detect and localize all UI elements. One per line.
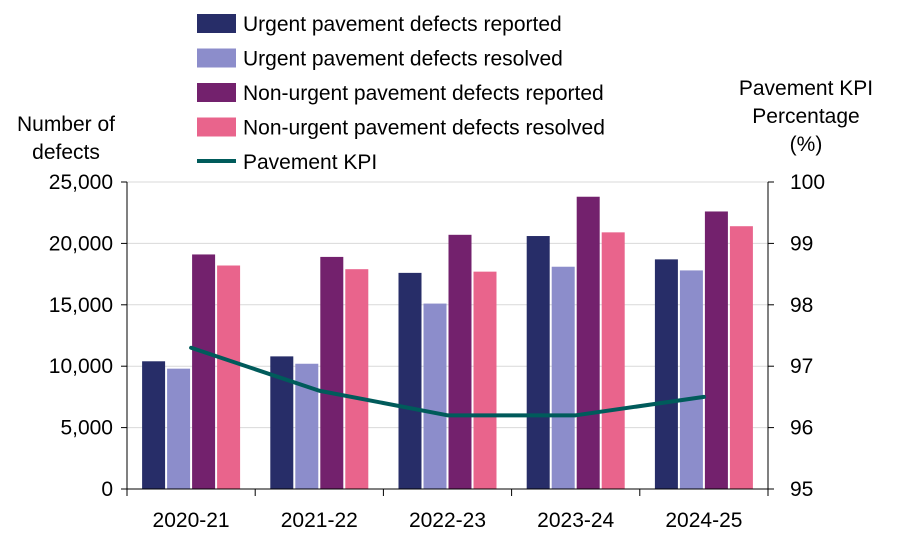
bar xyxy=(576,196,600,489)
kpi-line xyxy=(189,345,706,418)
y-tick-label: 15,000 xyxy=(49,294,113,317)
x-tick-label: 2022-23 xyxy=(409,509,486,532)
kpi-line-layer xyxy=(189,345,706,418)
bar xyxy=(473,271,497,489)
x-tick-label: 2021-22 xyxy=(281,509,358,532)
y2-axis-title-line: Percentage xyxy=(752,105,859,128)
legend-label: Urgent pavement defects resolved xyxy=(243,48,563,71)
legend-label: Non-urgent pavement defects reported xyxy=(243,82,604,105)
y2-tick-label: 95 xyxy=(790,478,813,501)
bar xyxy=(526,236,550,489)
legend-swatch xyxy=(197,117,236,137)
y2-tick-label: 99 xyxy=(790,232,813,255)
bar xyxy=(551,266,575,489)
y-tick-label: 25,000 xyxy=(49,171,113,194)
y2-axis-title-line: Pavement KPI xyxy=(739,77,873,100)
axes xyxy=(121,181,774,496)
bars xyxy=(142,196,753,490)
y2-tick-label: 97 xyxy=(790,355,813,378)
axis-labels: 0 5,000 10,000 15,000 20,000 25,000 95 96 97 98 99… xyxy=(17,77,873,532)
y-tick-label: 5,000 xyxy=(60,417,113,440)
bar xyxy=(654,259,678,489)
bar xyxy=(448,234,472,489)
bar xyxy=(345,269,369,489)
legend-swatch xyxy=(197,48,236,68)
bar xyxy=(295,363,319,489)
bar xyxy=(142,361,166,489)
bar xyxy=(679,270,703,489)
y-tick-label: 10,000 xyxy=(49,355,113,378)
x-tick-label: 2024-25 xyxy=(665,509,742,532)
legend-label: Non-urgent pavement defects resolved xyxy=(243,117,605,140)
y-axis-title-line: Number of xyxy=(17,113,115,136)
y-tick-label: 20,000 xyxy=(49,232,113,255)
legend-label: Urgent pavement defects reported xyxy=(243,13,562,36)
bar xyxy=(192,254,216,489)
y-tick-label: 0 xyxy=(101,478,113,501)
legend-swatch xyxy=(197,14,236,33)
y2-tick-label: 100 xyxy=(790,171,825,194)
bar xyxy=(320,256,344,489)
y2-axis-title-line: (%) xyxy=(790,133,823,156)
bar xyxy=(704,211,728,490)
bar xyxy=(270,356,294,489)
x-tick-label: 2020-21 xyxy=(153,509,230,532)
bar xyxy=(601,232,625,489)
legend: Urgent pavement defects reported Urgent p… xyxy=(197,13,605,174)
y2-tick-label: 96 xyxy=(790,417,813,440)
bar xyxy=(729,226,753,489)
y-axis-title-line: defects xyxy=(32,141,100,164)
y2-axis-title: Pavement KPI Percentage (%) xyxy=(739,77,873,156)
x-tick-label: 2023-24 xyxy=(537,509,614,532)
bar xyxy=(398,272,422,489)
bar xyxy=(167,368,191,489)
y-axis-title: Number of defects xyxy=(17,113,115,164)
legend-label: Pavement KPI xyxy=(243,151,377,174)
bar xyxy=(423,303,447,489)
y2-tick-label: 98 xyxy=(790,294,813,317)
bar xyxy=(217,265,241,489)
legend-swatch xyxy=(197,83,236,102)
